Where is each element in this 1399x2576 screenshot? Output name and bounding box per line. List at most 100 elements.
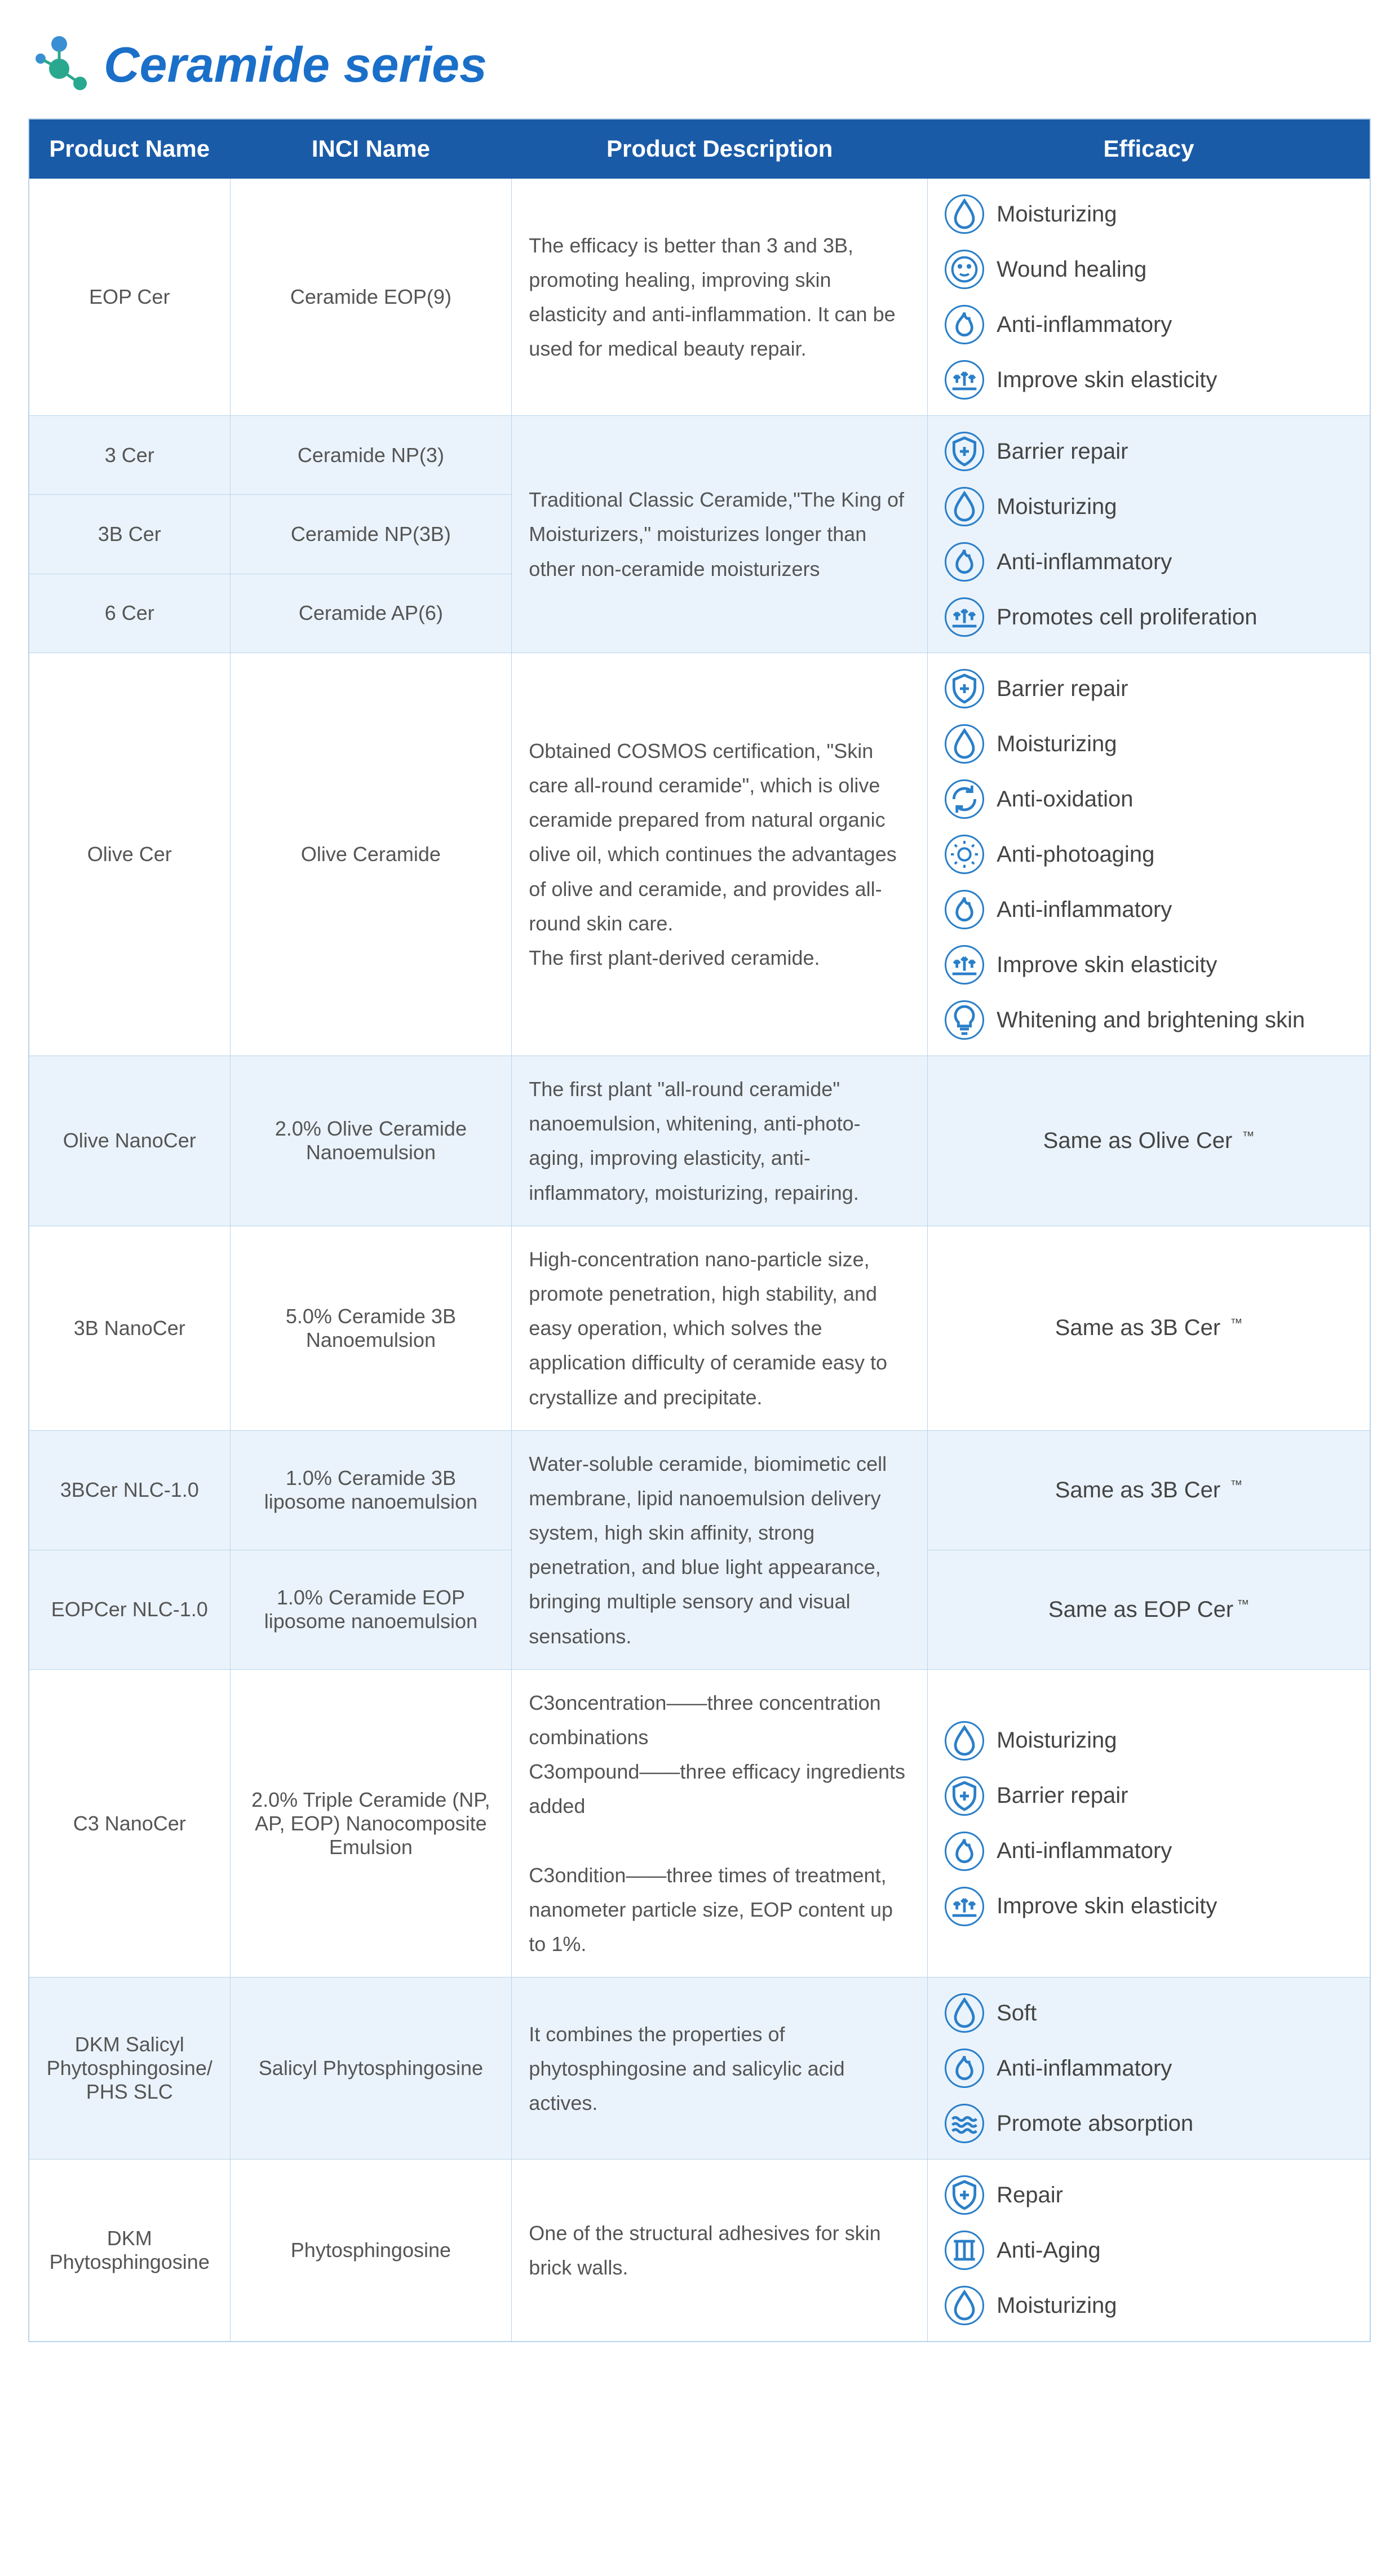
page-title: Ceramide series xyxy=(104,36,487,94)
efficacy-label: Soft xyxy=(997,2001,1037,2026)
efficacy-item: Anti-inflammatory xyxy=(945,890,1353,929)
efficacy-item: Moisturizing xyxy=(945,194,1353,234)
product-name-cell: Olive Cer xyxy=(29,653,230,1056)
table-row: DKM Salicyl Phytosphingosine/ PHS SLCSal… xyxy=(29,1978,1370,2160)
efficacy-cell: Soft Anti-inflammatory Promote absorption xyxy=(928,1978,1370,2160)
shield-icon xyxy=(945,1776,984,1816)
inci-name-cell: Phytosphingosine xyxy=(230,2160,512,2342)
arrows-icon xyxy=(945,1887,984,1926)
description-cell: Obtained COSMOS certification, "Skin car… xyxy=(512,653,928,1056)
inci-name-cell: Salicyl Phytosphingosine xyxy=(230,1978,512,2160)
efficacy-list: Moisturizing Barrier repair Anti-inflammat… xyxy=(945,1721,1353,1926)
efficacy-label: Improve skin elasticity xyxy=(997,367,1217,393)
inci-name-cell: Olive Ceramide xyxy=(230,653,512,1056)
efficacy-same-as: Same as 3B Cer ™ xyxy=(945,1315,1353,1341)
efficacy-item: Whitening and brightening skin xyxy=(945,1000,1353,1040)
efficacy-label: Anti-inflammatory xyxy=(997,897,1172,923)
efficacy-item: Moisturizing xyxy=(945,724,1353,764)
efficacy-label: Moisturizing xyxy=(997,494,1117,520)
efficacy-cell: RepairAnti-AgingMoisturizing xyxy=(928,2160,1370,2342)
efficacy-same-as: Same as Olive Cer ™ xyxy=(945,1128,1353,1154)
efficacy-label: Anti-inflammatory xyxy=(997,549,1172,575)
drop-icon xyxy=(945,1993,984,2033)
efficacy-label: Anti-oxidation xyxy=(997,787,1133,812)
description-cell: The first plant "all-round ceramide" nan… xyxy=(512,1056,928,1226)
efficacy-label: Barrier repair xyxy=(997,439,1128,464)
drop-icon xyxy=(945,487,984,526)
description-cell: High-concentration nano-particle size, p… xyxy=(512,1226,928,1430)
efficacy-same-as: Same as EOP Cer™ xyxy=(945,1597,1353,1622)
col-header-eff: Efficacy xyxy=(928,119,1370,179)
inci-name-cell: Ceramide EOP(9) xyxy=(230,179,512,416)
product-name-cell: DKM Phytosphingosine xyxy=(29,2160,230,2342)
efficacy-cell: Moisturizing Barrier repair Anti-inflammat… xyxy=(928,1669,1370,1978)
efficacy-label: Barrier repair xyxy=(997,1783,1128,1808)
efficacy-label: Anti-Aging xyxy=(997,2238,1101,2263)
inci-name-cell: 1.0% Ceramide EOP liposome nanoemulsion xyxy=(230,1550,512,1669)
efficacy-cell: Same as EOP Cer™ xyxy=(928,1550,1370,1669)
table-row: 3 CerCeramide NP(3)Traditional Classic C… xyxy=(29,416,1370,495)
efficacy-item: Anti-inflammatory xyxy=(945,305,1353,344)
table-row: 3B NanoCer5.0% Ceramide 3B NanoemulsionH… xyxy=(29,1226,1370,1430)
product-name-cell: EOP Cer xyxy=(29,179,230,416)
inci-name-cell: Ceramide NP(3B) xyxy=(230,495,512,574)
shield-icon xyxy=(945,669,984,708)
col-header-desc: Product Description xyxy=(512,119,928,179)
efficacy-item: Anti-inflammatory xyxy=(945,1832,1353,1871)
efficacy-cell: Same as Olive Cer ™ xyxy=(928,1056,1370,1226)
efficacy-item: Anti-Aging xyxy=(945,2231,1353,2270)
drop-icon xyxy=(945,194,984,234)
arrows-icon xyxy=(945,945,984,985)
product-name-cell: C3 NanoCer xyxy=(29,1669,230,1978)
efficacy-list: Barrier repair Moisturizing Anti-inflammat… xyxy=(945,432,1353,637)
efficacy-label: Anti-inflammatory xyxy=(997,312,1172,338)
product-name-cell: 6 Cer xyxy=(29,574,230,653)
pillars-icon xyxy=(945,2231,984,2270)
efficacy-label: Whitening and brightening skin xyxy=(997,1008,1305,1033)
table-body: EOP CerCeramide EOP(9)The efficacy is be… xyxy=(29,179,1370,2342)
efficacy-item: Moisturizing xyxy=(945,1721,1353,1761)
efficacy-list: Barrier repair Moisturizing Anti-oxidation… xyxy=(945,669,1353,1040)
table-row: DKM PhytosphingosinePhytosphingosineOne … xyxy=(29,2160,1370,2342)
inci-name-cell: Ceramide NP(3) xyxy=(230,416,512,495)
drop-icon xyxy=(945,724,984,764)
efficacy-label: Barrier repair xyxy=(997,676,1128,702)
efficacy-cell: Same as 3B Cer ™ xyxy=(928,1430,1370,1550)
efficacy-item: Barrier repair xyxy=(945,669,1353,708)
product-table: Product Name INCI Name Product Descripti… xyxy=(28,118,1371,2342)
sun-icon xyxy=(945,835,984,874)
inci-name-cell: Ceramide AP(6) xyxy=(230,574,512,653)
flame-icon xyxy=(945,305,984,344)
efficacy-item: Promotes cell proliferation xyxy=(945,597,1353,637)
table-row: 3BCer NLC-1.01.0% Ceramide 3B liposome n… xyxy=(29,1430,1370,1550)
efficacy-item: Improve skin elasticity xyxy=(945,945,1353,985)
product-name-cell: 3BCer NLC-1.0 xyxy=(29,1430,230,1550)
efficacy-label: Moisturizing xyxy=(997,202,1117,227)
efficacy-item: Barrier repair xyxy=(945,1776,1353,1816)
efficacy-item: Improve skin elasticity xyxy=(945,1887,1353,1926)
waves-icon xyxy=(945,2104,984,2143)
efficacy-item: Repair xyxy=(945,2175,1353,2215)
efficacy-item: Anti-inflammatory xyxy=(945,542,1353,582)
inci-name-cell: 5.0% Ceramide 3B Nanoemulsion xyxy=(230,1226,512,1430)
efficacy-label: Promote absorption xyxy=(997,2111,1193,2136)
table-row: EOP CerCeramide EOP(9)The efficacy is be… xyxy=(29,179,1370,416)
efficacy-same-as: Same as 3B Cer ™ xyxy=(945,1478,1353,1503)
inci-name-cell: 1.0% Ceramide 3B liposome nanoemulsion xyxy=(230,1430,512,1550)
efficacy-cell: Same as 3B Cer ™ xyxy=(928,1226,1370,1430)
efficacy-label: Improve skin elasticity xyxy=(997,952,1217,978)
product-name-cell: 3B Cer xyxy=(29,495,230,574)
efficacy-item: Anti-inflammatory xyxy=(945,2049,1353,2088)
table-header: Product Name INCI Name Product Descripti… xyxy=(29,119,1370,179)
flame-icon xyxy=(945,1832,984,1871)
efficacy-item: Anti-oxidation xyxy=(945,779,1353,819)
efficacy-item: Anti-photoaging xyxy=(945,835,1353,874)
description-cell: The efficacy is better than 3 and 3B, pr… xyxy=(512,179,928,416)
efficacy-label: Moisturizing xyxy=(997,731,1117,757)
efficacy-list: RepairAnti-AgingMoisturizing xyxy=(945,2175,1353,2325)
efficacy-label: Improve skin elasticity xyxy=(997,1894,1217,1919)
efficacy-label: Repair xyxy=(997,2183,1063,2208)
product-name-cell: 3 Cer xyxy=(29,416,230,495)
efficacy-label: Promotes cell proliferation xyxy=(997,605,1257,630)
description-cell: Water-soluble ceramide, biomimetic cell … xyxy=(512,1430,928,1669)
